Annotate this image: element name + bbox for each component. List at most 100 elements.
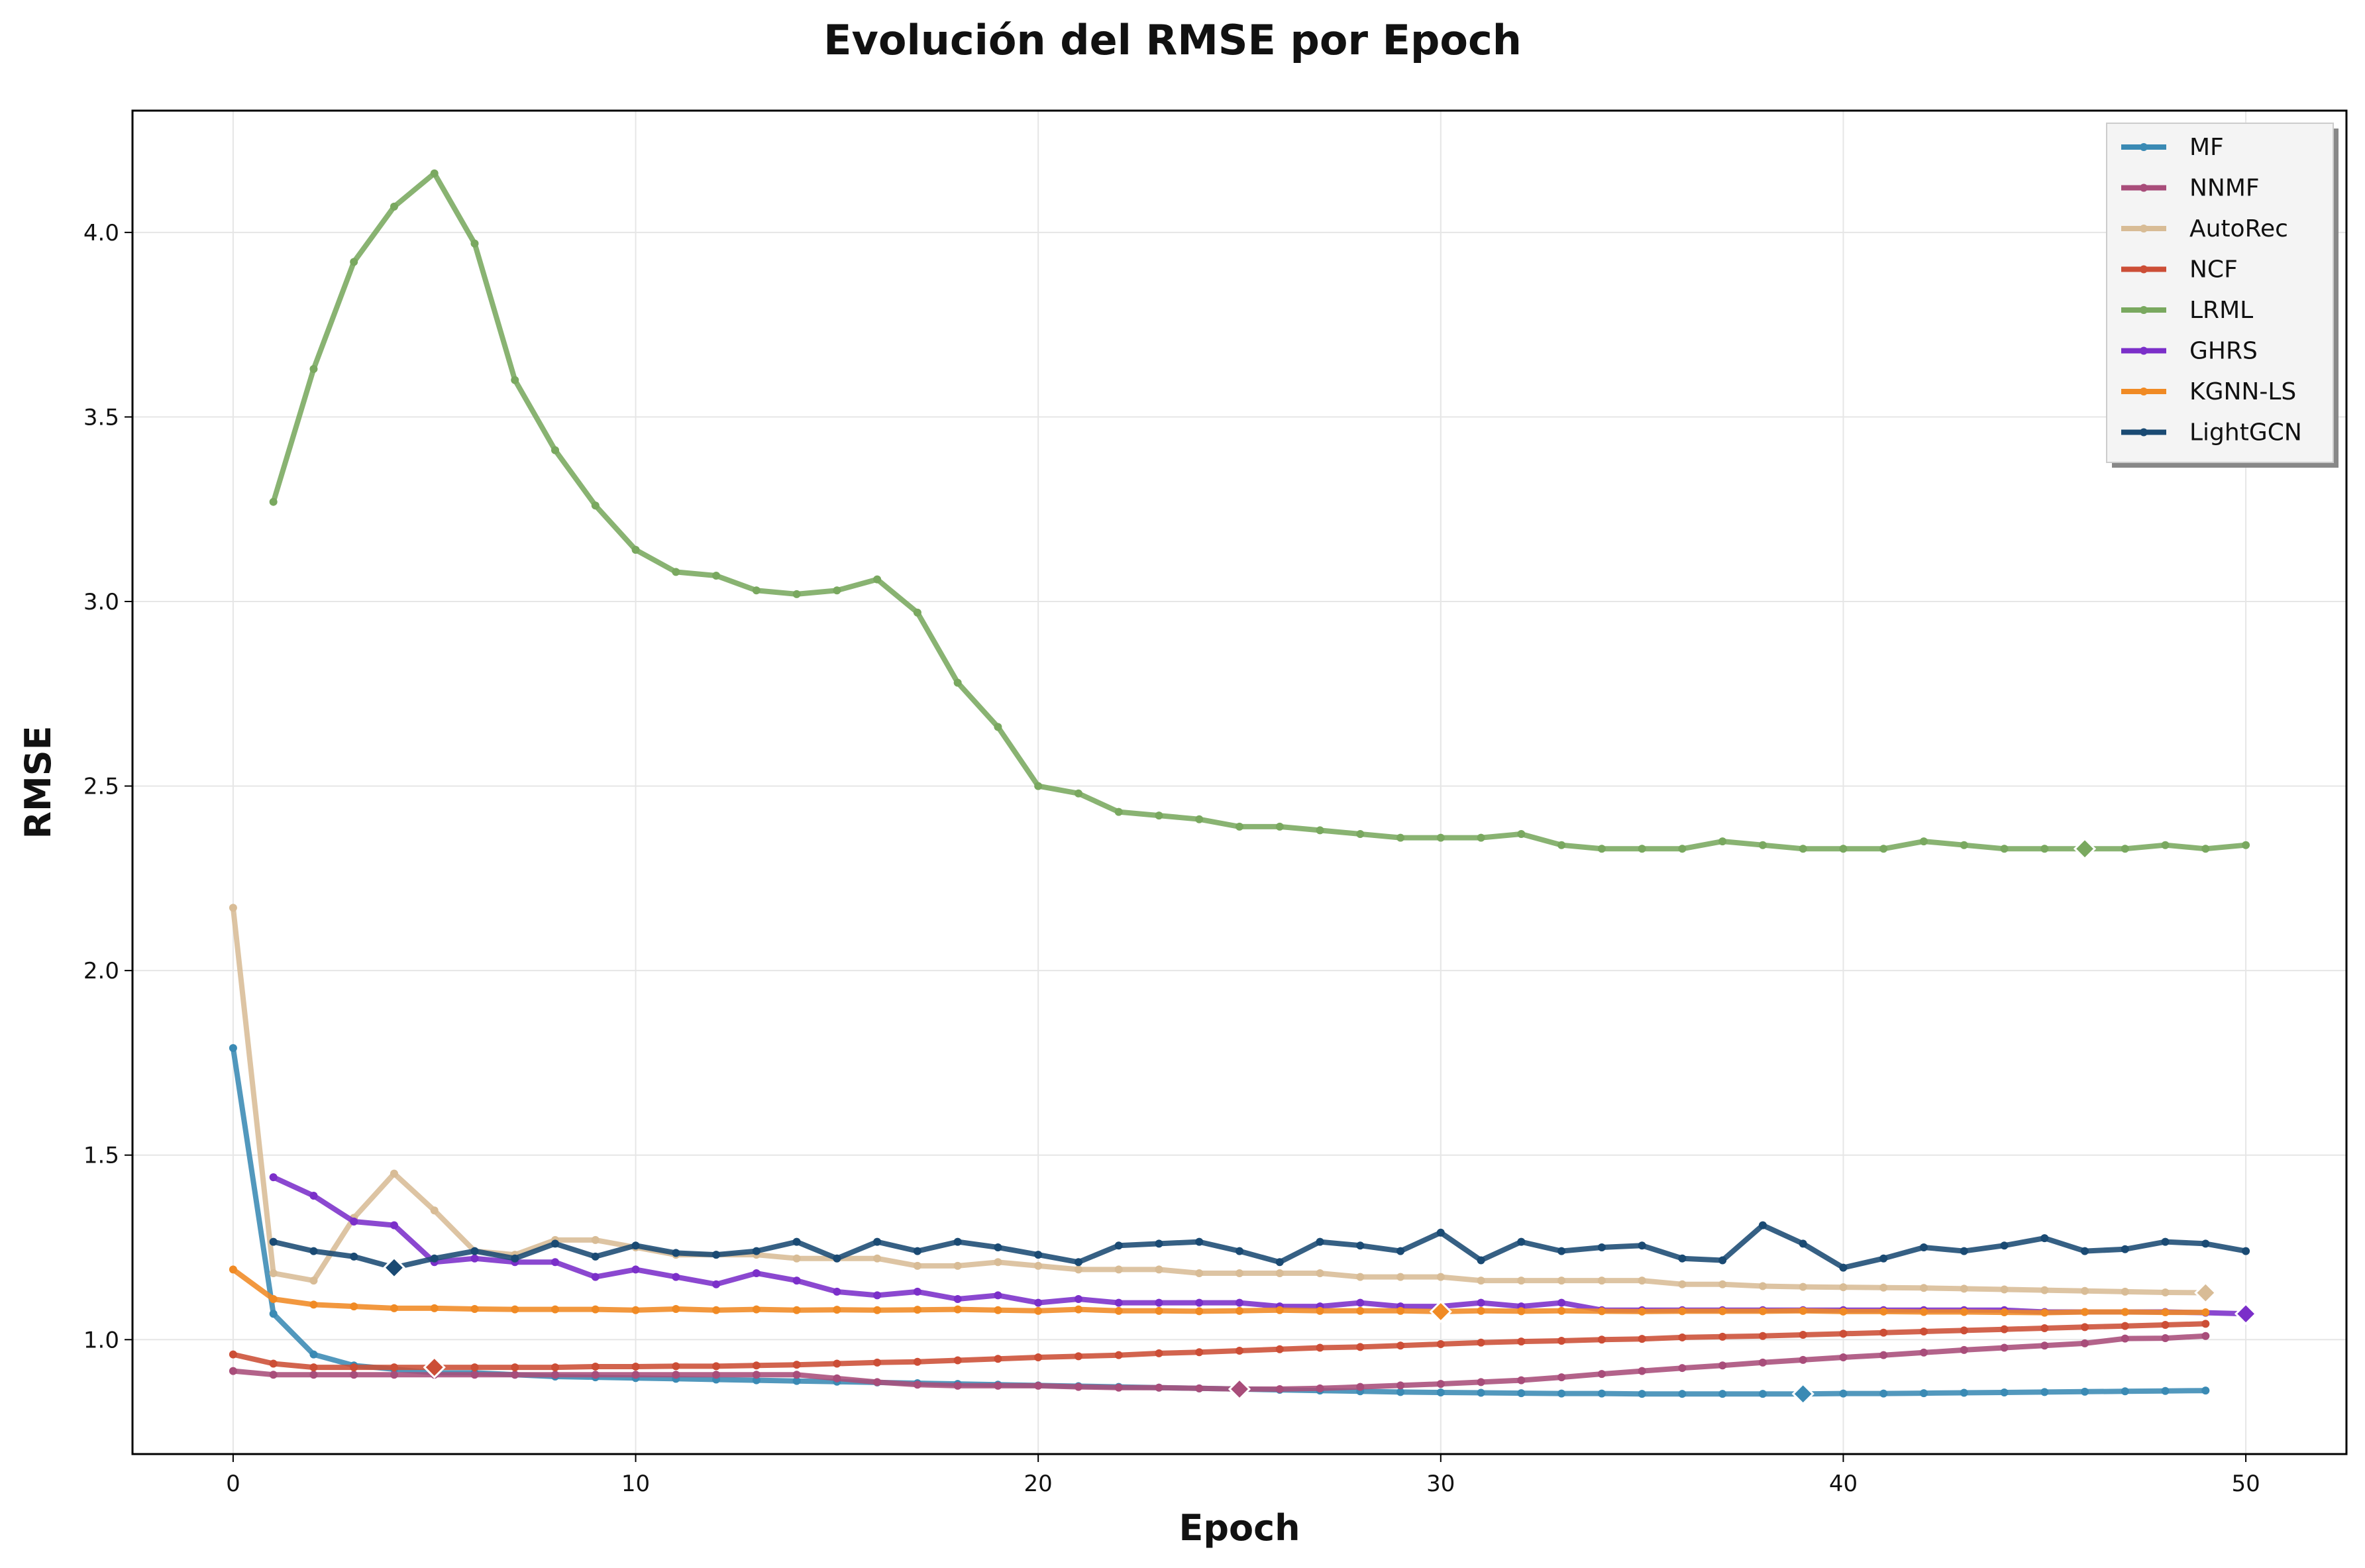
data-point <box>994 1355 1002 1363</box>
data-point <box>994 1291 1002 1300</box>
data-point <box>1879 1328 1888 1337</box>
data-point <box>1718 837 1727 846</box>
data-point <box>2201 1308 2210 1317</box>
data-point <box>1718 1390 1727 1398</box>
data-point <box>2161 1237 2170 1246</box>
data-point <box>1799 1331 1807 1339</box>
data-point <box>1839 1389 1848 1398</box>
data-point <box>2081 1339 2089 1347</box>
data-point <box>269 1237 278 1246</box>
data-point <box>390 1221 398 1229</box>
data-point <box>269 1310 278 1318</box>
data-point <box>1919 1284 1928 1292</box>
data-point <box>1477 1378 1485 1386</box>
data-point <box>1356 1298 1365 1307</box>
data-point <box>1638 1367 1646 1375</box>
data-point <box>1960 1284 1968 1293</box>
data-point <box>1557 1306 1566 1315</box>
data-point <box>1356 1241 1365 1250</box>
data-point <box>430 1206 439 1215</box>
data-point <box>591 1305 600 1314</box>
data-point <box>1960 841 1968 849</box>
best-epoch-marker <box>1228 1377 1251 1401</box>
data-point <box>1758 1282 1767 1290</box>
y-tick-label: 2.0 <box>83 958 119 984</box>
data-point <box>1517 1277 1526 1285</box>
data-point <box>1557 841 1566 849</box>
series-line <box>230 1047 2206 1397</box>
data-point <box>1114 1241 1123 1250</box>
data-point <box>913 1357 921 1366</box>
data-point <box>2161 1334 2170 1343</box>
data-point <box>1517 830 1526 838</box>
data-point <box>2121 845 2129 853</box>
data-point <box>1799 1282 1807 1291</box>
legend-marker <box>2140 428 2148 437</box>
data-point <box>873 1254 882 1263</box>
data-point <box>752 1361 761 1370</box>
data-point <box>1678 1307 1687 1316</box>
data-point <box>1517 1307 1526 1316</box>
data-point <box>953 1237 962 1246</box>
data-point <box>712 1306 721 1314</box>
data-point <box>873 1237 882 1246</box>
data-point <box>631 1241 640 1250</box>
data-point <box>712 572 721 580</box>
data-point <box>1436 1388 1445 1396</box>
y-tick-label: 4.0 <box>83 220 119 246</box>
data-point <box>1477 1388 1485 1397</box>
y-tick-label: 3.5 <box>83 404 119 431</box>
data-point <box>1597 1307 1606 1316</box>
data-point <box>309 1192 318 1200</box>
data-point <box>269 1371 278 1379</box>
data-point <box>873 1358 882 1367</box>
data-point <box>591 1273 600 1281</box>
x-tick-label: 40 <box>1829 1471 1858 1497</box>
data-point <box>1960 1345 1968 1354</box>
data-point <box>1396 1247 1405 1255</box>
data-point <box>873 1378 882 1386</box>
data-point <box>1678 1364 1687 1373</box>
data-point <box>712 1371 721 1379</box>
data-point <box>591 1371 600 1379</box>
data-point <box>953 1305 962 1314</box>
data-point <box>1638 1390 1646 1398</box>
x-axis-label: Epoch <box>1179 1507 1300 1549</box>
data-point <box>1396 1381 1405 1390</box>
data-point <box>712 1280 721 1288</box>
data-point <box>1155 1265 1163 1274</box>
data-point <box>2161 841 2170 849</box>
series-line <box>231 1267 2206 1316</box>
data-point <box>1879 1283 1888 1292</box>
data-point <box>309 365 318 373</box>
best-epoch-marker <box>1429 1300 1452 1324</box>
data-point <box>2040 1388 2049 1396</box>
data-point <box>1638 1307 1646 1316</box>
data-point <box>2000 1388 2009 1396</box>
data-point <box>229 1367 237 1375</box>
legend-label: AutoRec <box>2189 215 2288 242</box>
data-point <box>1557 1247 1566 1255</box>
data-point <box>792 1361 801 1369</box>
legend-label: MF <box>2189 134 2224 161</box>
data-point <box>350 1218 358 1226</box>
data-point <box>1195 1348 1204 1357</box>
data-point <box>1034 1381 1043 1390</box>
data-point <box>2161 1321 2170 1329</box>
data-point <box>2121 1308 2129 1316</box>
data-point <box>1034 1298 1043 1307</box>
data-point <box>1477 833 1485 842</box>
data-point <box>591 1252 600 1261</box>
data-point <box>1155 1306 1163 1315</box>
data-point <box>1678 1390 1687 1398</box>
data-point <box>309 1277 318 1285</box>
data-point <box>833 1287 841 1296</box>
data-point <box>1275 1306 1284 1314</box>
data-point <box>1477 1306 1485 1315</box>
x-tick-label: 0 <box>226 1471 240 1497</box>
data-point <box>2040 1341 2049 1350</box>
data-point <box>2201 1239 2210 1248</box>
data-point <box>1678 1280 1687 1288</box>
data-point <box>1879 1254 1888 1263</box>
data-point <box>1718 1280 1727 1288</box>
